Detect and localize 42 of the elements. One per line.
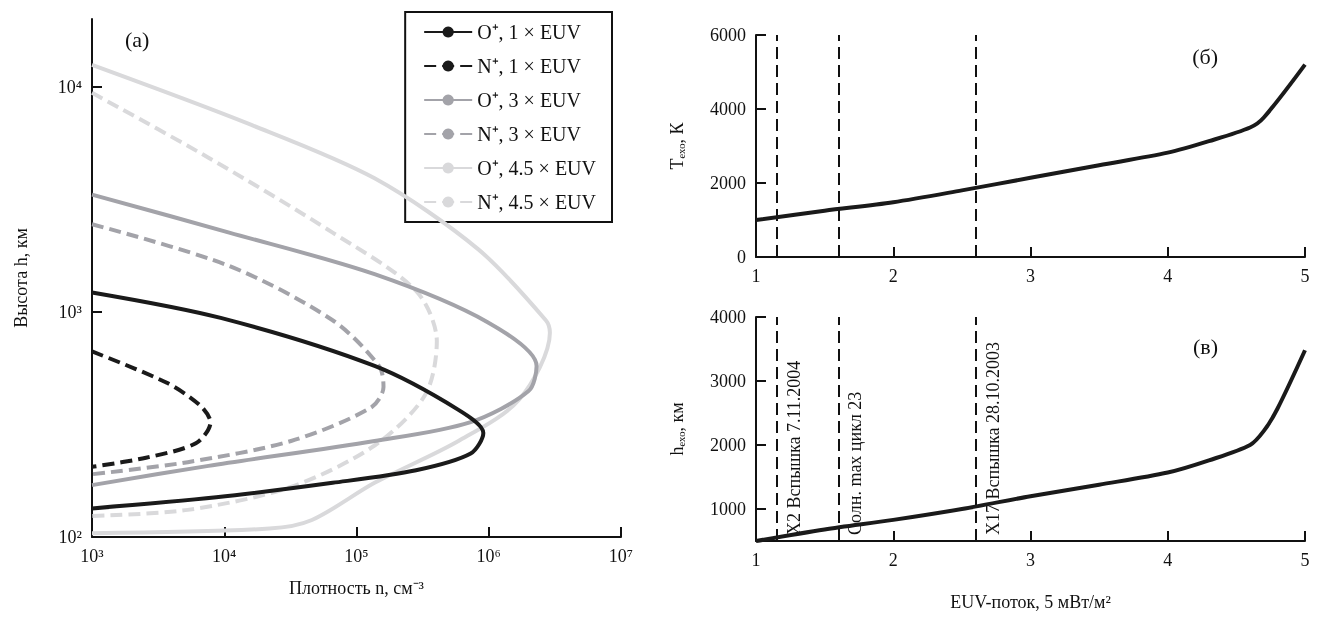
x-tick-label: 5 xyxy=(1300,266,1310,286)
y-axis-title: Tₑₓₒ, К xyxy=(667,121,687,170)
x-tick-label: 2 xyxy=(888,550,898,570)
y-tick-label: 10⁴ xyxy=(57,76,82,97)
y-tick-label: 3000 xyxy=(710,371,746,391)
y-tick-label: 10² xyxy=(58,527,82,547)
legend-label: O⁺, 3 × EUV xyxy=(477,89,582,111)
annotation: (а) xyxy=(125,26,150,52)
y-tick-label: 6000 xyxy=(710,25,746,45)
y-tick-label: 0 xyxy=(737,247,746,267)
y-tick-label: 2000 xyxy=(710,435,746,455)
x-tick-label: 10³ xyxy=(80,546,105,566)
annotation: (в) xyxy=(1192,333,1219,359)
ref-line-label: X17 Вспышка 28.10.2003 xyxy=(982,341,1003,535)
legend-label: N⁺, 1 × EUV xyxy=(477,55,582,77)
y-tick-label: 2000 xyxy=(710,173,746,193)
x-axis-title: EUV-поток, 5 мВт/м² xyxy=(950,592,1111,612)
x-tick-label: 2 xyxy=(888,266,898,286)
y-tick-label: 4000 xyxy=(710,99,746,119)
legend-label: N⁺, 4.5 × EUV xyxy=(477,191,597,213)
y-tick-label: 10³ xyxy=(58,301,83,322)
legend-label: O⁺, 4.5 × EUV xyxy=(477,157,597,179)
x-tick-label: 5 xyxy=(1300,550,1310,570)
x-tick-label: 1 xyxy=(751,550,761,570)
annotation: (б) xyxy=(1192,43,1219,69)
x-tick-label: 10⁵ xyxy=(344,546,369,566)
x-tick-label: 3 xyxy=(1026,266,1035,286)
x-tick-label: 10⁴ xyxy=(212,546,237,566)
ref-line-label: X2 Вспышка 7.11.2004 xyxy=(783,360,804,535)
legend-label: O⁺, 1 × EUV xyxy=(477,21,582,43)
y-axis-title: Высота h, км xyxy=(11,228,31,328)
legend-label: N⁺, 3 × EUV xyxy=(477,123,582,145)
x-tick-label: 4 xyxy=(1163,550,1173,570)
x-tick-label: 3 xyxy=(1026,550,1035,570)
y-axis-title: hₑₓₒ, км xyxy=(667,402,687,456)
y-tick-label: 1000 xyxy=(710,499,746,519)
x-tick-label: 10⁷ xyxy=(608,546,634,566)
x-tick-label: 4 xyxy=(1163,266,1173,286)
x-tick-label: 1 xyxy=(751,266,761,286)
x-tick-label: 10⁶ xyxy=(476,546,501,566)
x-axis-title: Плотность n, см⁻³ xyxy=(288,578,425,598)
y-tick-label: 4000 xyxy=(710,307,746,327)
